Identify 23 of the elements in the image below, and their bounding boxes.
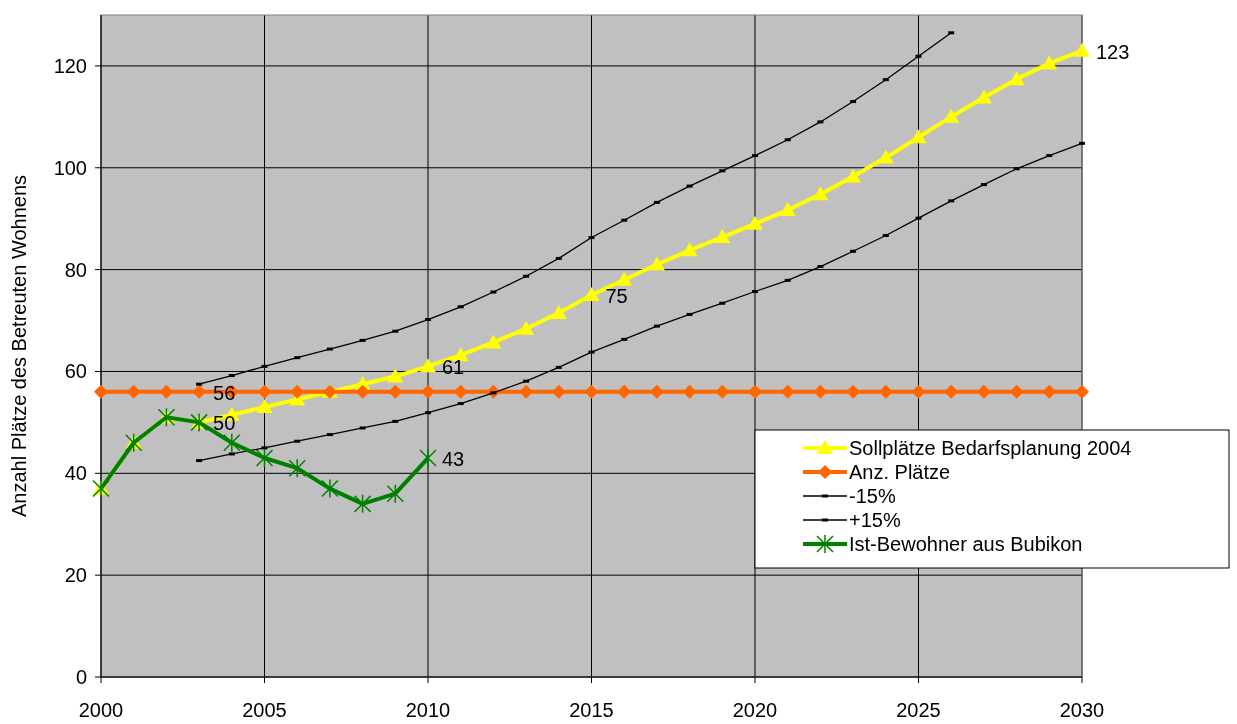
y-tick-label: 0 — [75, 666, 87, 688]
y-tick-label: 80 — [64, 258, 87, 281]
x-tick-label: 2025 — [896, 699, 941, 721]
data-label: 123 — [1096, 40, 1130, 63]
y-tick-label: 60 — [64, 360, 87, 383]
legend-label: Sollplätze Bedarfsplanung 2004 — [849, 437, 1132, 459]
x-tick-label: 2030 — [1059, 699, 1105, 721]
x-tick-label: 2005 — [242, 699, 287, 721]
y-axis-title: Anzahl Plätze des Betreuten Wohnens — [8, 174, 30, 518]
x-tick-label: 2000 — [78, 699, 124, 721]
x-tick-label: 2010 — [405, 699, 451, 721]
y-tick-label: 20 — [64, 564, 87, 587]
y-tick-label: 40 — [64, 462, 87, 485]
x-tick-label: 2015 — [569, 699, 614, 721]
legend-label: -15% — [849, 485, 896, 507]
x-tick-label: 2020 — [732, 699, 778, 721]
data-label: 43 — [442, 448, 465, 471]
y-tick-label: 120 — [53, 54, 87, 77]
legend-label: Ist-Bewohner aus Bubikon — [849, 533, 1083, 555]
data-label: 75 — [605, 285, 628, 308]
y-tick-label: 100 — [53, 156, 87, 179]
legend-label: +15% — [849, 509, 901, 531]
legend-label: Anz. Plätze — [849, 461, 951, 483]
